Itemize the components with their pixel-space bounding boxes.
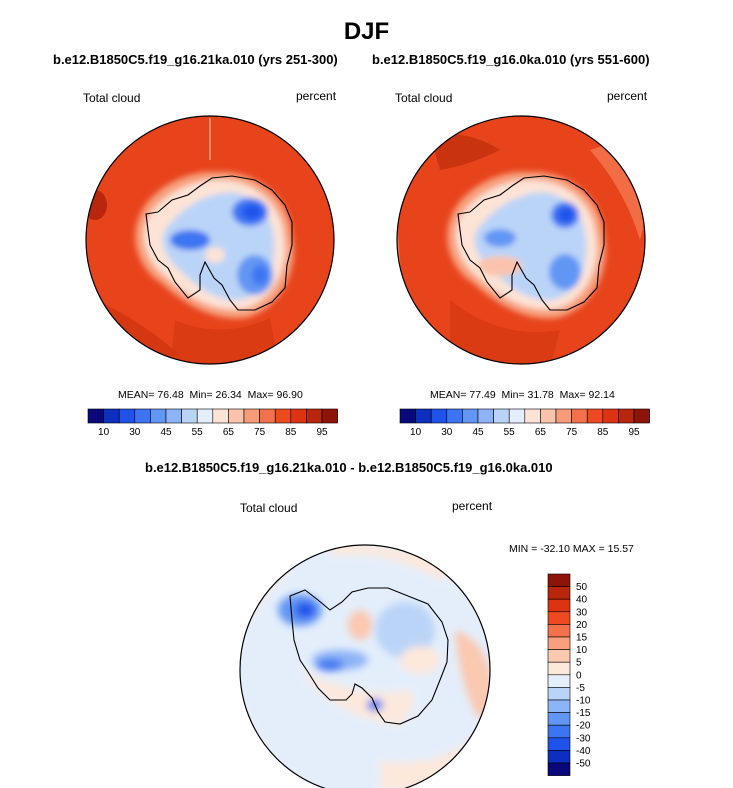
difference-units-label: percent bbox=[452, 499, 493, 513]
panel-1-max-label: Max= bbox=[247, 389, 274, 401]
panel-1-colorbar: 10 30 45 55 65 75 85 95 bbox=[87, 408, 338, 438]
difference-colorbar-swatch bbox=[547, 750, 571, 764]
panel-2-case-title: b.e12.B1850C5.f19_g16.0ka.010 (yrs 551-6… bbox=[372, 52, 650, 67]
panel-2-colorbar-tick-label: 30 bbox=[441, 427, 453, 438]
difference-colorbar-tick-label: 50 bbox=[576, 582, 588, 593]
difference-colorbar-swatch bbox=[547, 598, 571, 613]
panel-1-stats: MEAN= 76.48 Min= 26.34 Max= 96.90 bbox=[118, 389, 303, 401]
panel-2-field bbox=[397, 116, 645, 364]
panel-2-variable-label: Total cloud bbox=[395, 91, 453, 105]
panel-1-min-value: 26.34 bbox=[215, 389, 242, 401]
panel-1-units-label: percent bbox=[296, 89, 337, 103]
panel-1-mean-label: MEAN= bbox=[118, 389, 155, 401]
panel-2-colorbar-swatch bbox=[633, 408, 650, 424]
panel-2-colorbar-tick-label: 95 bbox=[628, 427, 640, 438]
panel-1-max-value: 96.90 bbox=[276, 389, 303, 401]
panel-2-min-label: Min= bbox=[501, 389, 525, 401]
panel-1-variable-label: Total cloud bbox=[83, 91, 141, 105]
panel-1-colorbar-tick-label: 65 bbox=[223, 427, 235, 438]
difference-colorbar-swatch bbox=[547, 586, 571, 600]
panel-2-colorbar-tick-label: 45 bbox=[472, 427, 484, 438]
panel-1-colorbar-swatch bbox=[321, 408, 338, 424]
difference-colorbar-tick-label: 40 bbox=[576, 595, 588, 606]
difference-colorbar-swatch bbox=[547, 712, 571, 726]
panel-2-colorbar: 10 30 45 55 65 75 85 95 bbox=[399, 408, 650, 438]
difference-colorbar-swatch bbox=[547, 737, 571, 751]
difference-colorbar-swatch bbox=[547, 674, 571, 688]
panel-2-min-value: 31.78 bbox=[527, 389, 554, 401]
difference-colorbar-tick-label: 0 bbox=[576, 670, 582, 681]
difference-colorbar-tick-label: 15 bbox=[576, 633, 588, 644]
difference-colorbar-swatch bbox=[547, 687, 571, 701]
difference-colorbar-tick-label: -50 bbox=[576, 759, 591, 770]
difference-minmax: MIN = -32.10 MAX = 15.57 bbox=[509, 543, 634, 555]
panel-2-mean-value: 77.49 bbox=[469, 389, 496, 401]
difference-colorbar-tick-label: 30 bbox=[576, 607, 588, 618]
panel-1-colorbar-tick-label: 30 bbox=[129, 427, 141, 438]
difference-colorbar-tick-label: -10 bbox=[576, 696, 591, 707]
panel-2-max-label: Max= bbox=[559, 389, 586, 401]
panel-2-map-border bbox=[396, 115, 646, 365]
difference-colorbar-swatch bbox=[547, 649, 571, 663]
difference-colorbar-swatch bbox=[547, 611, 571, 625]
panel-2-colorbar-tick-label: 55 bbox=[504, 427, 516, 438]
panel-2-colorbar-tick-label: 10 bbox=[410, 427, 422, 438]
panel-1-min-label: Min= bbox=[189, 389, 213, 401]
difference-colorbar-tick-label: -20 bbox=[576, 721, 591, 732]
difference-colorbar-swatch bbox=[547, 661, 571, 676]
difference-colorbar-swatch bbox=[547, 699, 571, 713]
difference-colorbar-tick-label: 10 bbox=[576, 645, 588, 656]
panel-1-case-title: b.e12.B1850C5.f19_g16.21ka.010 (yrs 251-… bbox=[53, 52, 338, 67]
panel-1-colorbar-tick-label: 55 bbox=[192, 427, 204, 438]
panel-1-map-border bbox=[85, 115, 335, 365]
difference-field bbox=[240, 545, 490, 788]
difference-colorbar-swatch bbox=[547, 573, 571, 587]
difference-colorbar-tick-label: -5 bbox=[576, 683, 585, 694]
panel-1-mean-value: 76.48 bbox=[157, 389, 184, 401]
difference-variable-label: Total cloud bbox=[240, 501, 298, 515]
difference-colorbar-swatch bbox=[547, 624, 571, 638]
panel-2-colorbar-tick-label: 65 bbox=[535, 427, 547, 438]
difference-colorbar-swatch bbox=[547, 762, 571, 776]
panel-2-mean-label: MEAN= bbox=[430, 389, 467, 401]
difference-colorbar-tick-label: -15 bbox=[576, 708, 591, 719]
panel-1-colorbar-tick-label: 10 bbox=[98, 427, 110, 438]
difference-colorbar-tick-label: -30 bbox=[576, 733, 591, 744]
panel-1-colorbar-tick-label: 85 bbox=[285, 427, 297, 438]
panel-2-colorbar-tick-label: 75 bbox=[566, 427, 578, 438]
panel-2-max-value: 92.14 bbox=[588, 389, 615, 401]
difference-colorbar-swatch bbox=[547, 724, 571, 739]
panel-1-colorbar-tick-label: 75 bbox=[254, 427, 266, 438]
panel-1-colorbar-tick-label: 95 bbox=[316, 427, 328, 438]
panel-2-colorbar-tick-label: 85 bbox=[597, 427, 609, 438]
difference-map-border bbox=[239, 544, 491, 788]
panel-2-units-label: percent bbox=[607, 89, 648, 103]
difference-colorbar-tick-label: 20 bbox=[576, 620, 588, 631]
difference-colorbar-swatch bbox=[547, 636, 571, 650]
panel-2-stats: MEAN= 77.49 Min= 31.78 Max= 92.14 bbox=[430, 389, 615, 401]
panel-1-colorbar-tick-label: 45 bbox=[160, 427, 172, 438]
season-title: DJF bbox=[343, 18, 390, 45]
difference-colorbar-tick-label: 5 bbox=[576, 658, 582, 669]
difference-colorbar-tick-label: -40 bbox=[576, 746, 591, 757]
difference-title: b.e12.B1850C5.f19_g16.21ka.010 - b.e12.B… bbox=[145, 460, 553, 475]
panel-1-field bbox=[86, 116, 334, 364]
